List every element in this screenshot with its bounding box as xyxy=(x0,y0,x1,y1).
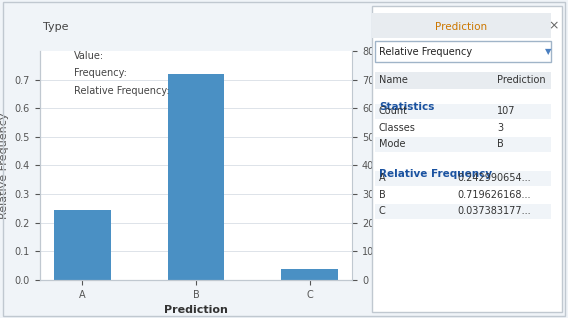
Text: B: B xyxy=(497,139,504,149)
Text: Relative Frequency: Relative Frequency xyxy=(379,169,492,179)
Text: 3: 3 xyxy=(497,123,503,133)
Y-axis label: Frequency: Frequency xyxy=(378,136,388,194)
Text: Prediction: Prediction xyxy=(497,75,546,86)
Text: Mode: Mode xyxy=(379,139,406,149)
Text: Statistics: Statistics xyxy=(379,102,434,112)
Text: Relative Frequency:: Relative Frequency: xyxy=(74,86,169,96)
Text: B: B xyxy=(379,190,386,200)
Text: ×: × xyxy=(549,19,559,32)
Text: C: C xyxy=(379,206,386,217)
Text: 0.037383177...: 0.037383177... xyxy=(457,206,531,217)
Y-axis label: Relative Frequency: Relative Frequency xyxy=(0,112,9,218)
Text: A: A xyxy=(379,173,386,183)
Text: ▼: ▼ xyxy=(545,47,552,56)
Text: Prediction: Prediction xyxy=(436,22,487,32)
Text: Relative Frequency: Relative Frequency xyxy=(379,47,472,57)
Text: Name: Name xyxy=(379,75,408,86)
Bar xyxy=(54,210,111,280)
Text: Frequency:: Frequency: xyxy=(74,68,127,78)
Text: 0.242990654...: 0.242990654... xyxy=(457,173,531,183)
Text: Classes: Classes xyxy=(379,123,416,133)
Bar xyxy=(168,74,224,280)
Text: Count: Count xyxy=(379,106,408,116)
Text: Value:: Value: xyxy=(74,51,104,61)
Bar xyxy=(281,269,338,280)
Text: 107: 107 xyxy=(497,106,516,116)
Text: Type: Type xyxy=(43,22,68,32)
X-axis label: Prediction: Prediction xyxy=(164,305,228,315)
Text: 0.719626168...: 0.719626168... xyxy=(457,190,531,200)
